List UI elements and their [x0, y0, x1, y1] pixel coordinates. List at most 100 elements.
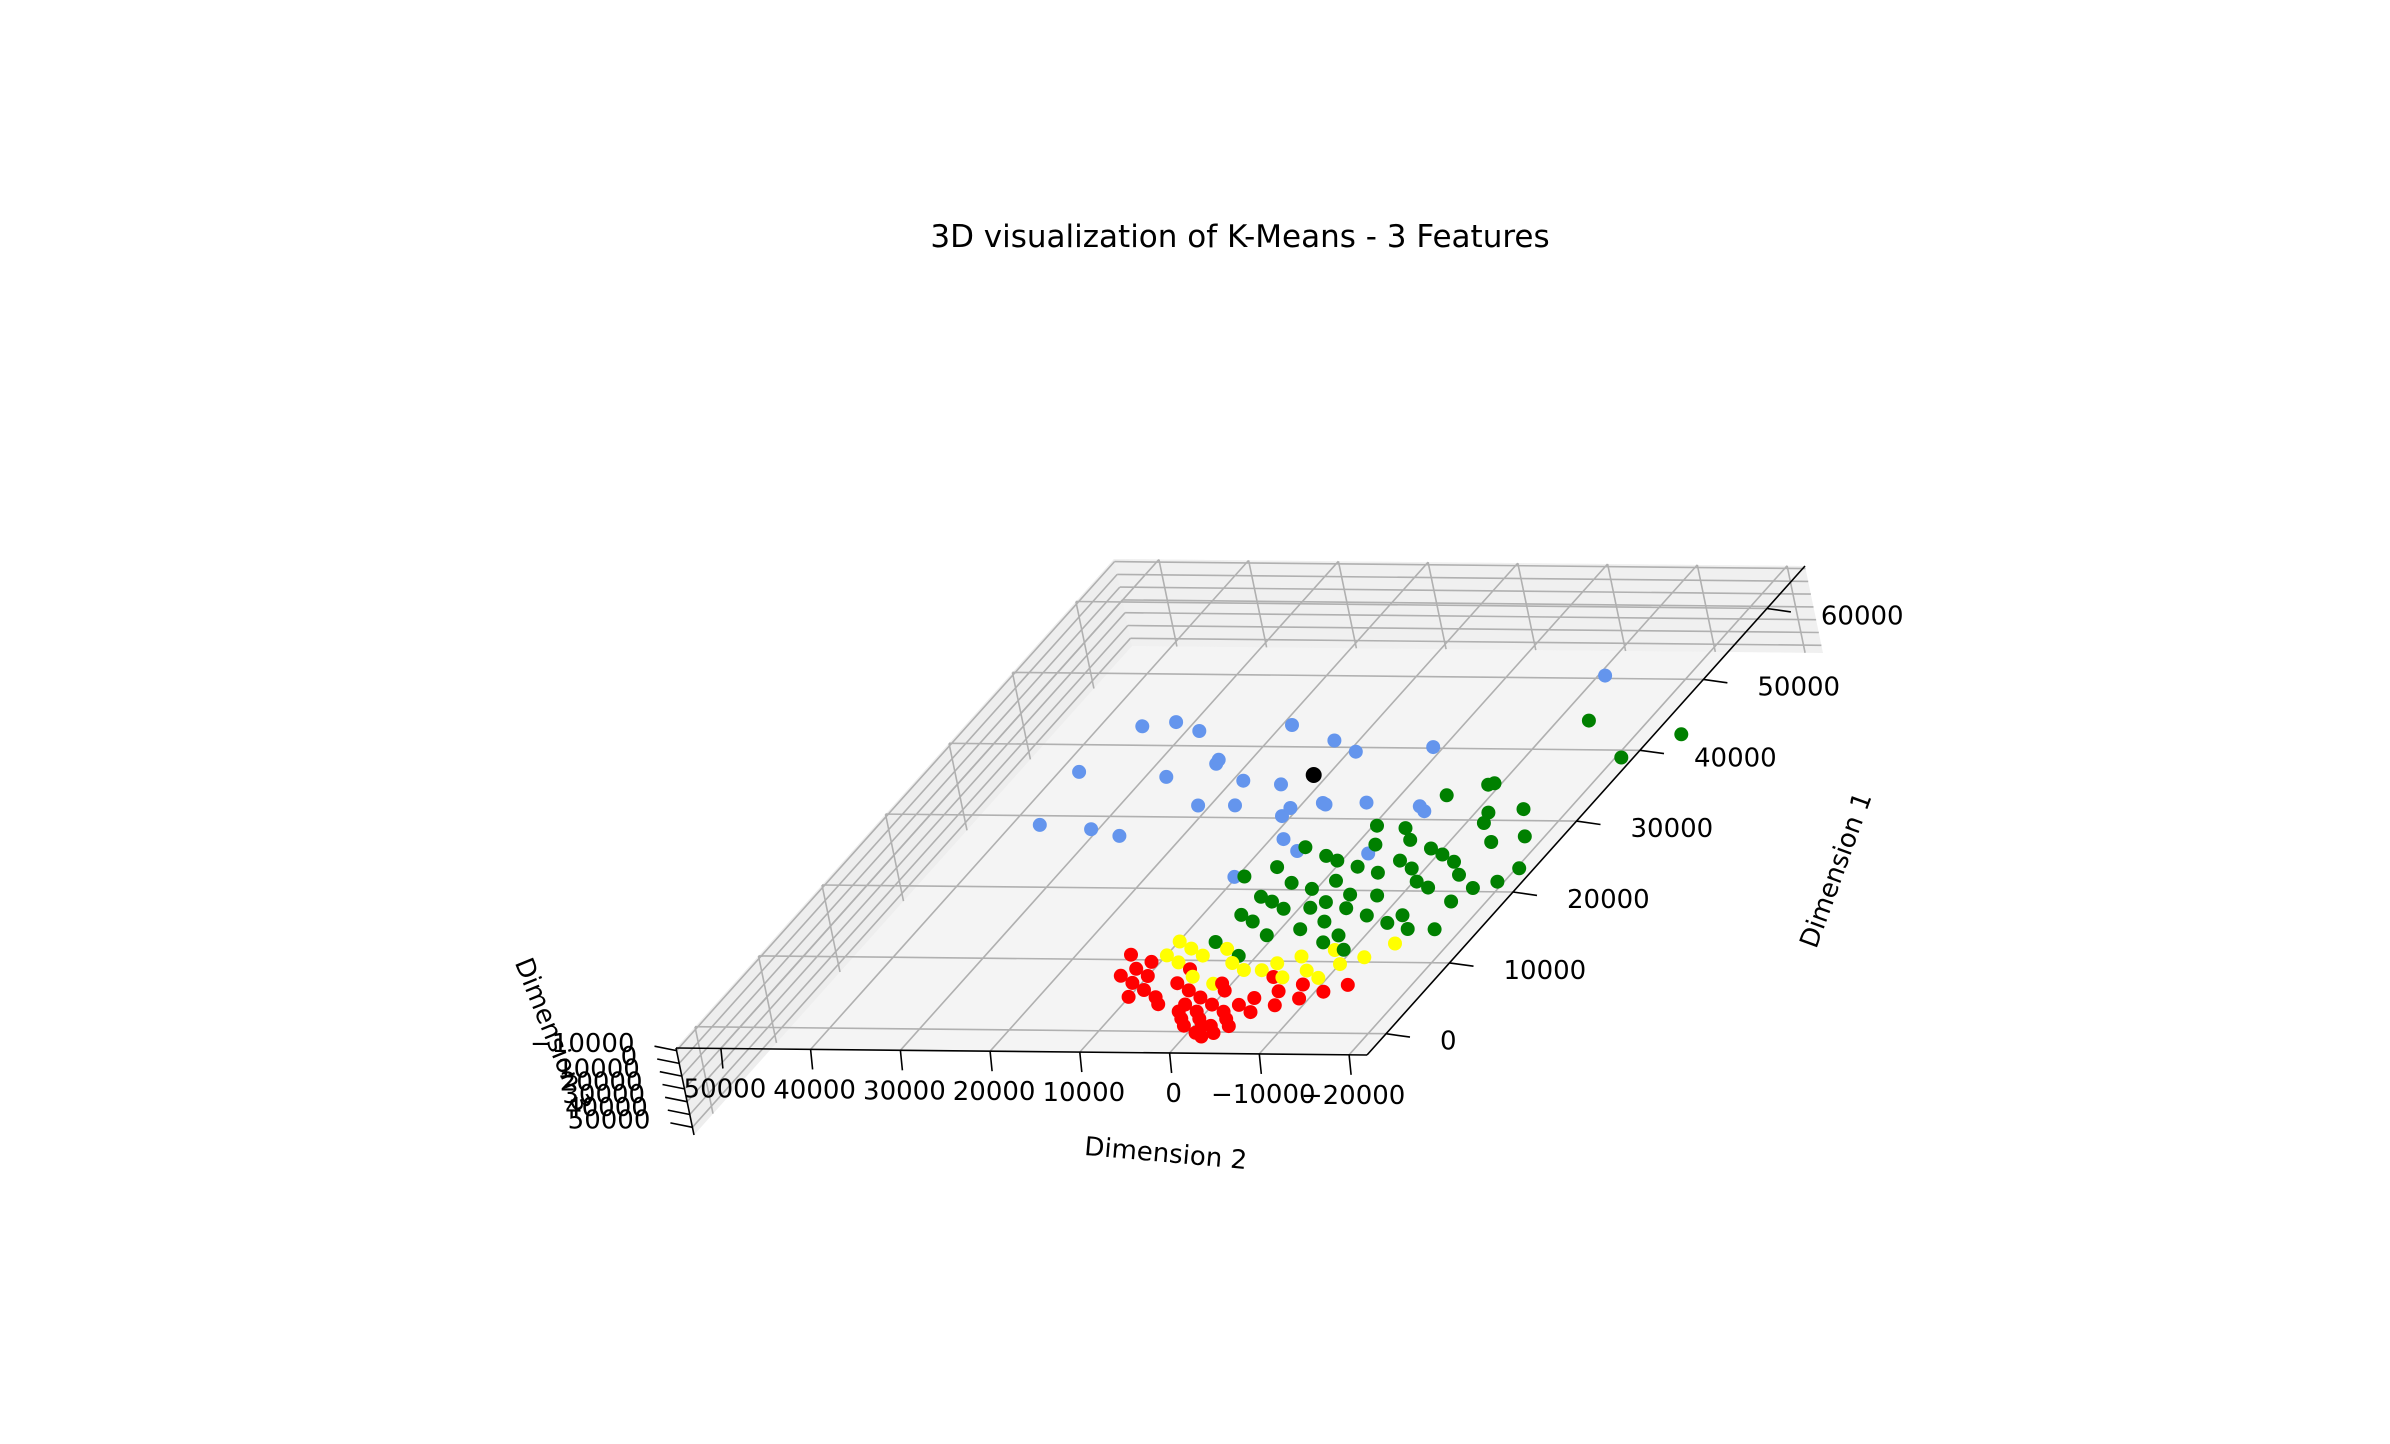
- x-tick: [1766, 607, 1792, 613]
- data-point: [1304, 881, 1319, 896]
- data-point: [1370, 818, 1384, 833]
- z-grid-side: [1114, 560, 1806, 570]
- x-tick: [1385, 1032, 1411, 1038]
- data-point: [1247, 991, 1262, 1005]
- data-point: [1330, 853, 1345, 868]
- data-point: [1135, 719, 1150, 734]
- data-point: [1311, 970, 1326, 985]
- y-tick: [989, 1051, 993, 1072]
- x-grid-floor: [948, 742, 1641, 752]
- data-point: [1267, 998, 1282, 1013]
- y-grid-floor: [1348, 565, 1788, 1056]
- y-grid-side: [1158, 559, 1178, 647]
- data-point: [1283, 801, 1298, 815]
- data-point: [1084, 822, 1099, 837]
- data-point: [1231, 997, 1246, 1012]
- data-point: [1169, 715, 1184, 730]
- data-point: [1318, 895, 1333, 910]
- data-point: [1112, 828, 1127, 843]
- z-tick: [667, 1109, 690, 1116]
- data-point: [1271, 984, 1286, 999]
- z-tick-label: −10000: [530, 1029, 635, 1059]
- data-point: [1275, 970, 1290, 985]
- data-point: [1331, 928, 1346, 943]
- data-point: [1435, 847, 1450, 862]
- data-points: [1032, 668, 1689, 1044]
- y-tick: [809, 1049, 814, 1070]
- data-point: [1404, 861, 1419, 876]
- y-grid-side: [1786, 565, 1806, 653]
- data-point: [1293, 922, 1308, 937]
- data-point: [1481, 777, 1496, 792]
- x-tick-label: 50000: [1757, 672, 1840, 702]
- data-point: [1359, 908, 1374, 923]
- data-point: [1228, 798, 1242, 813]
- data-point: [1316, 984, 1331, 999]
- data-point: [1319, 848, 1334, 863]
- z-tick: [662, 1083, 685, 1090]
- x-tick-label: 20000: [1567, 885, 1650, 915]
- z-tick-label: 50000: [568, 1106, 651, 1136]
- data-point: [1340, 977, 1355, 992]
- data-point: [1125, 975, 1140, 990]
- x-tick-label: 30000: [1631, 814, 1714, 844]
- data-point: [1124, 947, 1138, 962]
- data-point: [1303, 900, 1318, 915]
- y-grid-floor: [1258, 564, 1698, 1055]
- data-point: [1176, 1018, 1191, 1033]
- z-tick-label: 40000: [565, 1093, 648, 1123]
- x-tick-label: 40000: [1694, 743, 1777, 773]
- data-point: [1439, 788, 1454, 803]
- data-point: [1159, 948, 1174, 963]
- data-point: [1285, 718, 1299, 732]
- data-point: [1193, 990, 1208, 1005]
- z-grid-side: [1130, 637, 1822, 647]
- z-grid-back: [689, 624, 1129, 1116]
- z-grid-side: [1117, 573, 1809, 583]
- data-point: [1236, 773, 1251, 788]
- data-point: [1426, 740, 1441, 755]
- y-grid-side: [1606, 563, 1627, 652]
- data-point: [1339, 901, 1354, 916]
- data-point: [1191, 798, 1206, 813]
- data-point: [1393, 853, 1407, 868]
- data-point: [1327, 733, 1342, 748]
- z-grid-back: [675, 561, 1116, 1052]
- x-grid-floor: [1012, 671, 1704, 681]
- data-point: [1343, 887, 1358, 902]
- y-tick-label: 30000: [863, 1076, 946, 1106]
- data-point: [1276, 901, 1291, 916]
- z-grid-side: [1122, 599, 1814, 608]
- data-point: [1237, 869, 1252, 884]
- y-tick-label: 20000: [953, 1077, 1036, 1107]
- y-grid-floor: [989, 561, 1429, 1052]
- data-point: [1245, 914, 1260, 929]
- data-point: [1171, 955, 1186, 970]
- z-grid-back: [686, 612, 1126, 1103]
- data-point: [1318, 797, 1333, 812]
- x-tick-label: 0: [1440, 1027, 1457, 1057]
- z-grid-back: [681, 586, 1121, 1077]
- x-grid-floor: [1075, 600, 1767, 610]
- data-point: [1336, 942, 1351, 957]
- data-point: [1121, 989, 1136, 1004]
- data-point: [1516, 802, 1531, 817]
- data-point: [1398, 821, 1413, 836]
- y-tick-label: 0: [1165, 1079, 1182, 1109]
- z-grid-side: [1125, 611, 1817, 621]
- data-point: [1137, 983, 1151, 997]
- data-point: [1234, 907, 1249, 922]
- data-point: [1032, 817, 1047, 832]
- x-tick: [1639, 749, 1665, 755]
- axis-panes: [676, 559, 1823, 1135]
- data-point: [1368, 837, 1383, 852]
- data-point: [1220, 941, 1235, 956]
- data-point: [1395, 908, 1410, 923]
- data-point: [1276, 832, 1291, 847]
- data-point: [1417, 804, 1432, 819]
- data-point: [1359, 795, 1374, 810]
- data-point: [1421, 880, 1436, 895]
- y-tick-label: −20000: [1301, 1081, 1406, 1111]
